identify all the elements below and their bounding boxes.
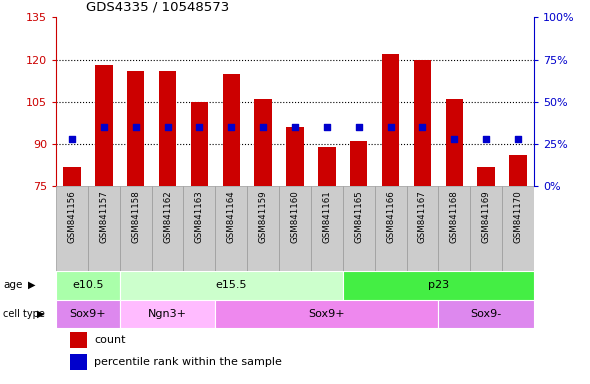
Bar xyxy=(222,74,240,186)
Bar xyxy=(509,155,527,186)
Point xyxy=(481,136,491,142)
Point xyxy=(99,124,109,130)
Text: GSM841161: GSM841161 xyxy=(322,190,332,243)
Bar xyxy=(95,65,113,186)
Text: GSM841169: GSM841169 xyxy=(481,190,491,243)
Bar xyxy=(254,99,272,186)
Bar xyxy=(438,300,534,328)
Bar xyxy=(56,300,120,328)
Bar xyxy=(63,167,81,186)
Bar xyxy=(247,186,279,271)
Bar xyxy=(279,186,311,271)
Bar xyxy=(311,186,343,271)
Point xyxy=(258,124,268,130)
Point xyxy=(290,124,300,130)
Point xyxy=(513,136,523,142)
Bar xyxy=(127,71,145,186)
Bar xyxy=(191,102,208,186)
Bar xyxy=(56,271,120,300)
Text: age: age xyxy=(3,280,22,290)
Bar xyxy=(343,186,375,271)
Point xyxy=(195,124,204,130)
Text: GSM841158: GSM841158 xyxy=(131,190,140,243)
Text: e15.5: e15.5 xyxy=(215,280,247,290)
Point xyxy=(450,136,459,142)
Bar xyxy=(152,186,183,271)
Text: GSM841157: GSM841157 xyxy=(99,190,109,243)
Point xyxy=(163,124,172,130)
Bar xyxy=(70,332,87,348)
Text: Sox9+: Sox9+ xyxy=(309,309,345,319)
Text: GSM841163: GSM841163 xyxy=(195,190,204,243)
Text: GSM841168: GSM841168 xyxy=(450,190,459,243)
Text: GSM841166: GSM841166 xyxy=(386,190,395,243)
Text: Sox9+: Sox9+ xyxy=(70,309,106,319)
Text: GDS4335 / 10548573: GDS4335 / 10548573 xyxy=(86,0,229,13)
Bar xyxy=(159,71,176,186)
Point xyxy=(67,136,77,142)
Bar xyxy=(382,54,399,186)
Text: cell type: cell type xyxy=(3,309,45,319)
Bar xyxy=(120,300,215,328)
Bar xyxy=(318,147,336,186)
Text: GSM841159: GSM841159 xyxy=(258,190,268,243)
Text: GSM841160: GSM841160 xyxy=(290,190,300,243)
Bar xyxy=(88,186,120,271)
Bar xyxy=(477,167,495,186)
Text: Ngn3+: Ngn3+ xyxy=(148,309,187,319)
Text: GSM841162: GSM841162 xyxy=(163,190,172,243)
Bar xyxy=(375,186,407,271)
Bar xyxy=(502,186,534,271)
Bar xyxy=(470,186,502,271)
Text: percentile rank within the sample: percentile rank within the sample xyxy=(94,357,282,367)
Bar xyxy=(445,99,463,186)
Bar xyxy=(215,300,438,328)
Text: p23: p23 xyxy=(428,280,449,290)
Text: e10.5: e10.5 xyxy=(72,280,104,290)
Bar xyxy=(120,271,343,300)
Text: GSM841165: GSM841165 xyxy=(354,190,363,243)
Text: ▶: ▶ xyxy=(28,280,36,290)
Bar xyxy=(343,271,534,300)
Text: GSM841167: GSM841167 xyxy=(418,190,427,243)
Bar xyxy=(438,186,470,271)
Text: GSM841156: GSM841156 xyxy=(67,190,77,243)
Text: ▶: ▶ xyxy=(37,309,45,319)
Bar xyxy=(350,141,368,186)
Bar xyxy=(70,354,87,370)
Text: GSM841164: GSM841164 xyxy=(227,190,236,243)
Point xyxy=(418,124,427,130)
Point xyxy=(386,124,395,130)
Bar xyxy=(120,186,152,271)
Point xyxy=(322,124,332,130)
Text: Sox9-: Sox9- xyxy=(471,309,502,319)
Bar xyxy=(286,127,304,186)
Point xyxy=(354,124,363,130)
Bar xyxy=(56,186,88,271)
Text: GSM841170: GSM841170 xyxy=(513,190,523,243)
Bar xyxy=(414,60,431,186)
Bar xyxy=(183,186,215,271)
Bar xyxy=(407,186,438,271)
Bar xyxy=(215,186,247,271)
Point xyxy=(227,124,236,130)
Point xyxy=(131,124,140,130)
Text: count: count xyxy=(94,335,126,345)
